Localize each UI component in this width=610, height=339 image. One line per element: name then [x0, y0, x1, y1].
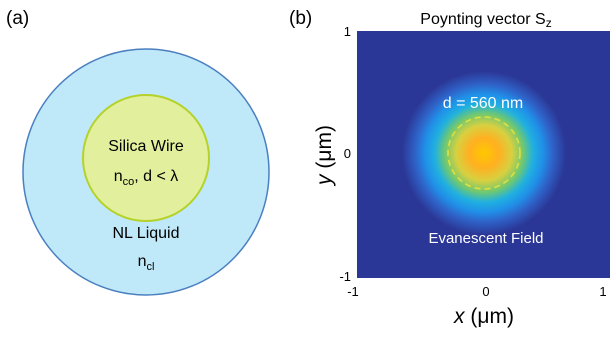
x-tick-0: 0	[482, 284, 489, 299]
evanescent-annotation: Evanescent Field	[428, 230, 543, 247]
panel-a: (a) Silica Wire nco, d < λ NL Liquid ncl	[6, 8, 270, 296]
x-axis-label: x (μm)	[453, 305, 514, 328]
panel-a-label: (a)	[6, 8, 29, 29]
cladding-title: NL Liquid	[112, 225, 179, 242]
core-circle	[82, 94, 210, 222]
core-index: nco, d < λ	[114, 168, 179, 188]
cladding-index: ncl	[138, 253, 155, 273]
field-intensity-spot	[402, 71, 566, 235]
diameter-annotation: d = 560 nm	[443, 95, 524, 112]
plot-title: Poynting vector Sz	[420, 11, 551, 30]
wire-boundary-dashed	[447, 116, 521, 190]
x-tick-1: 1	[599, 284, 606, 299]
y-tick-neg1: -1	[339, 269, 351, 284]
core-title: Silica Wire	[108, 138, 184, 155]
y-tick-0: 0	[344, 146, 351, 161]
x-tick-neg1: -1	[347, 284, 359, 299]
y-tick-1: 1	[344, 24, 351, 39]
y-axis-label: y (μm)	[313, 125, 336, 187]
panel-b-label: (b)	[289, 8, 312, 29]
panel-b: (b) Poynting vector Sz d = 560 nm Evanes…	[289, 8, 610, 328]
